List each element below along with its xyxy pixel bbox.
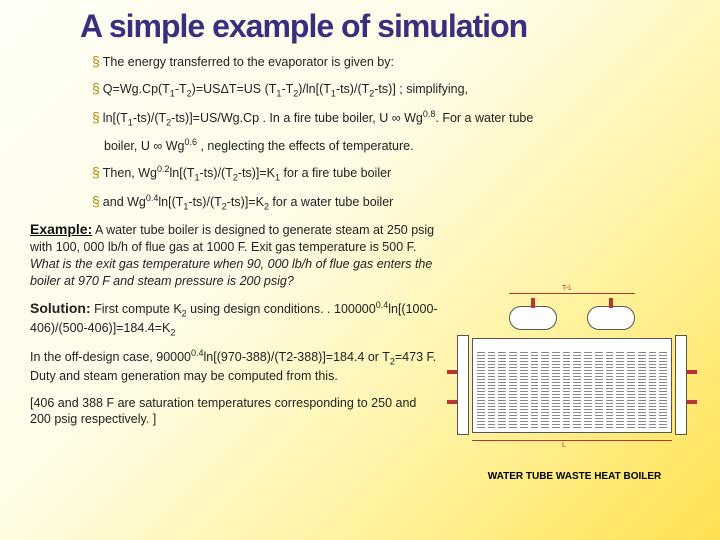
deriv-line-2: §Q=Wg.Cp(T1-T2)=USΔT=US (T1-T2)/ln[(T1-t… (92, 78, 690, 101)
nozzle-icon (609, 298, 613, 308)
nozzle-icon (687, 370, 697, 374)
solution-line-2: In the off-design case, 900000.4ln[(970-… (30, 347, 440, 385)
nozzle-icon (531, 298, 535, 308)
deriv-line-6: §and Wg0.4ln[(T1-ts)/(T2-ts)]=K2 for a w… (92, 191, 690, 214)
deriv-line-1: §The energy transferred to the evaporato… (92, 51, 690, 72)
nozzle-icon (447, 400, 457, 404)
bullet-icon: § (92, 109, 100, 125)
bullet-icon: § (92, 53, 100, 69)
deriv-line-4: boiler, U ∞ Wg0.6 , neglecting the effec… (92, 136, 690, 156)
header-icon (457, 335, 469, 435)
bullet-icon: § (92, 80, 100, 96)
nozzle-icon (687, 400, 697, 404)
derivation-block: §The energy transferred to the evaporato… (92, 51, 690, 214)
bullet-icon: § (92, 193, 100, 209)
nozzle-icon (447, 370, 457, 374)
slide-title: A simple example of simulation (80, 8, 690, 45)
example-text: Example: A water tube boiler is designed… (30, 220, 440, 290)
steam-drum-icon (587, 306, 635, 330)
example-heading: Example: (30, 221, 92, 237)
solution-block: Solution: First compute K2 using design … (30, 299, 440, 428)
tube-bank-icon (475, 348, 669, 430)
header-icon (675, 335, 687, 435)
dimension-label: L (562, 442, 566, 449)
deriv-line-3: §ln[(T1-ts)/(T2-ts)]=US/Wg.Cp . In a fir… (92, 107, 690, 130)
solution-line-1: Solution: First compute K2 using design … (30, 299, 440, 338)
diagram-caption: WATER TUBE WASTE HEAT BOILER (447, 471, 702, 482)
boiler-diagram: T-L L WATER TUBE WASTE HEAT BOILER (447, 290, 702, 485)
dimension-line-icon (472, 440, 672, 441)
deriv-line-5: §Then, Wg0.2ln[(T1-ts)/(T2-ts)]=K1 for a… (92, 162, 690, 185)
example-block: Example: A water tube boiler is designed… (30, 220, 440, 290)
dimension-line-icon (509, 293, 635, 294)
dimension-label: T-L (562, 285, 572, 292)
steam-drum-icon (509, 306, 557, 330)
bullet-icon: § (92, 164, 100, 180)
solution-heading: Solution: (30, 301, 91, 317)
solution-note: [406 and 388 F are saturation temperatur… (30, 395, 440, 429)
